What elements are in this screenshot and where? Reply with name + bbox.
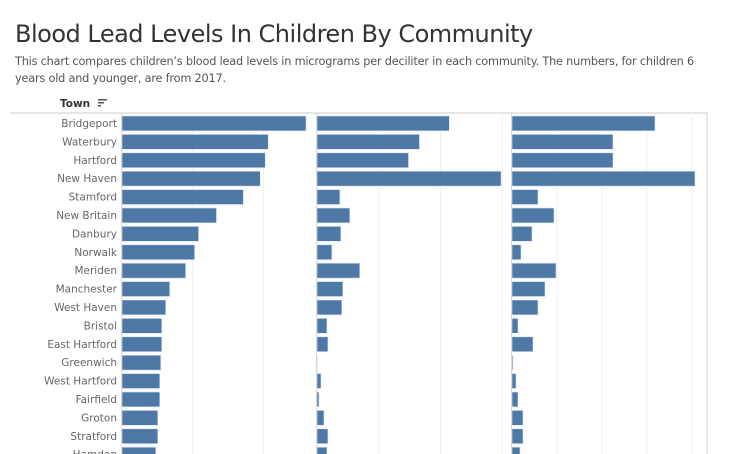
bar-bristol [316,318,328,334]
bar-greenwich [511,354,514,371]
bar-bristol [511,318,519,334]
bar-new-haven [121,170,261,187]
bar-manchester [511,281,546,297]
bar-bristol [121,318,163,334]
town-label: East Hartford [47,339,117,351]
town-label: Stratford [70,431,117,443]
bar-danbury [121,226,199,242]
bar-bridgeport [121,115,307,132]
bar-manchester [316,281,344,297]
bar-new-britain [316,207,351,224]
bar-east-hartford [511,336,534,352]
bar-groton [121,410,159,426]
bar-bridgeport [316,115,450,132]
bar-norwalk [121,244,195,261]
town-label: Stamford [69,192,117,204]
bar-waterbury [316,134,420,150]
bar-meriden [511,262,557,279]
bar-danbury [511,226,533,242]
bar-hartford [316,152,409,169]
town-label: West Haven [54,302,117,314]
bar-hamden [121,446,157,454]
bar-stratford [121,428,159,444]
town-label: Groton [81,412,117,424]
town-label: Danbury [72,228,117,240]
bar-waterbury [121,134,269,150]
town-label: Bristol [84,320,117,332]
bar-stratford [511,428,524,444]
bar-danbury [316,226,342,242]
bar-groton [316,410,325,426]
bar-hamden [316,446,328,454]
bar-fairfield [511,391,519,408]
bar-west-haven [511,299,539,316]
bar-new-haven [511,170,696,187]
bar-meriden [316,262,361,279]
bar-stamford [316,189,341,205]
town-label: Hamden [73,449,117,454]
town-label: Hartford [73,155,117,167]
bar-west-haven [316,299,343,316]
town-header-label: Town [60,98,91,110]
town-label: Norwalk [74,247,118,259]
bar-hartford [511,152,614,169]
bar-new-britain [511,207,555,224]
bar-groton [511,410,524,426]
bar-fairfield [121,391,161,408]
bar-new-britain [121,207,217,224]
chart-title: Blood Lead Levels In Children By Communi… [15,20,533,48]
bar-new-haven [316,170,502,187]
sort-descending-icon[interactable] [97,98,108,110]
bar-hartford [121,152,266,169]
town-label: New Britain [56,210,117,222]
bar-east-hartford [316,336,329,352]
town-column-header[interactable]: Town [60,98,108,110]
bar-greenwich [316,354,318,371]
town-label: Bridgeport [61,118,117,130]
bar-stratford [316,428,329,444]
bar-fairfield [316,391,320,408]
town-label: West Hartford [44,376,117,388]
town-label: New Haven [57,173,117,185]
bar-manchester [121,281,171,297]
bar-west-hartford [316,373,322,389]
bar-stamford [511,189,539,205]
bar-hamden [511,446,521,454]
town-label: Meriden [74,265,117,277]
chart-subtitle: This chart compares children’s blood lea… [15,55,694,85]
bar-bridgeport [511,115,656,132]
bar-norwalk [511,244,522,261]
town-label: Greenwich [61,357,117,369]
bar-west-hartford [121,373,161,389]
town-label: Manchester [56,284,118,296]
bar-norwalk [316,244,333,261]
bar-meriden [121,262,186,279]
bar-west-hartford [511,373,517,389]
town-label: Waterbury [62,136,117,148]
bar-west-haven [121,299,167,316]
town-label: Fairfield [76,394,117,406]
bar-waterbury [511,134,614,150]
bar-stamford [121,189,244,205]
bar-greenwich [121,354,162,371]
bar-east-hartford [121,336,163,352]
